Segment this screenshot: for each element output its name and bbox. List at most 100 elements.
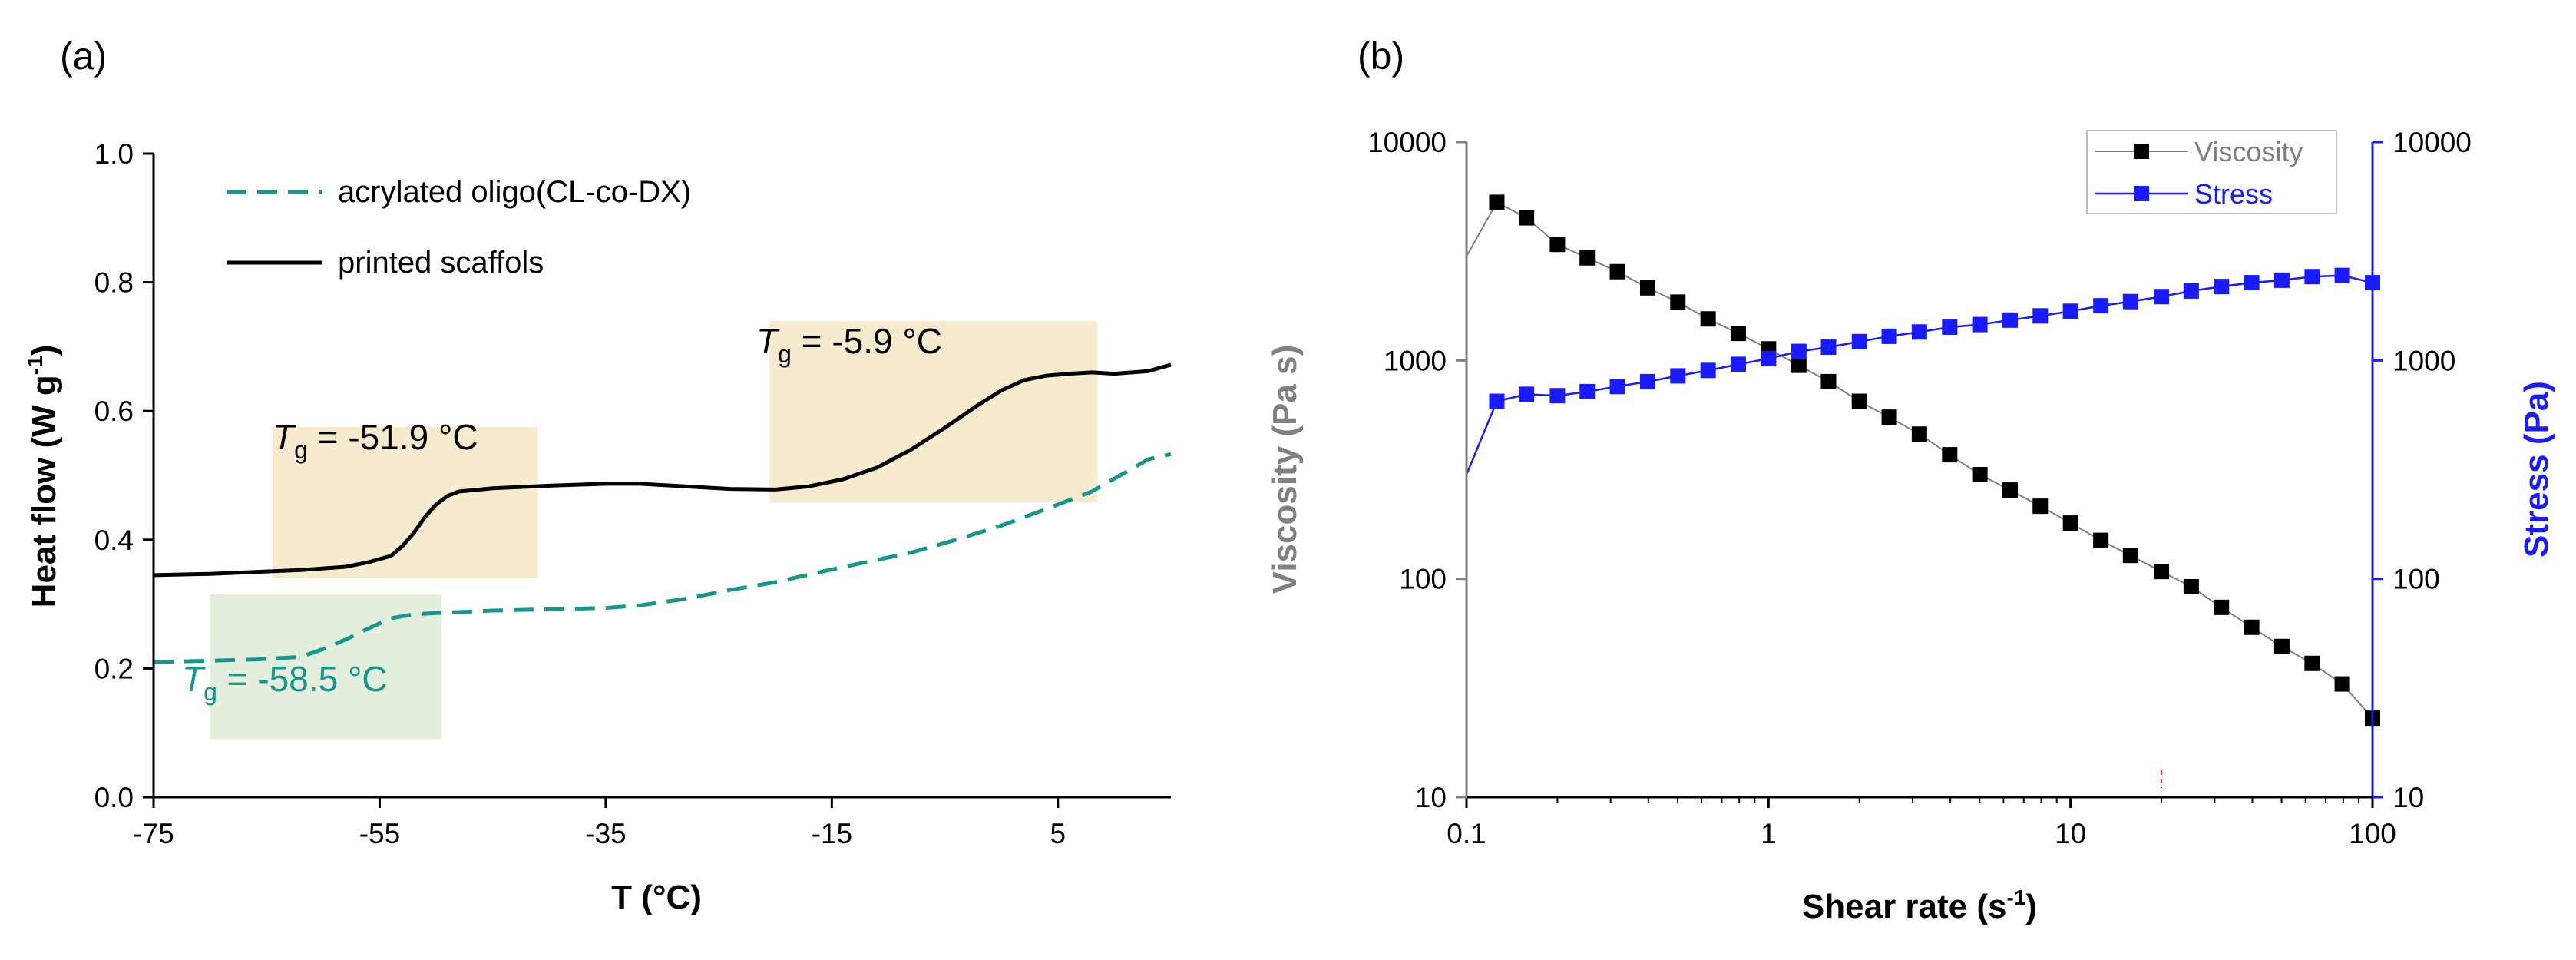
viscosity-point (1519, 210, 1535, 226)
b-x-tick-label: 100 (2349, 818, 2396, 849)
a-x-tick-label: -75 (133, 818, 174, 849)
tg-label-subscript: g (294, 436, 308, 464)
b-legend-label-stress: Stress (2194, 178, 2273, 210)
stress-point (1730, 356, 1746, 372)
tg-label-symbol: T (273, 417, 296, 457)
viscosity-point (2183, 578, 2199, 594)
b-legend-frame (2086, 130, 2337, 214)
a-y-title-sup: -1 (23, 356, 47, 375)
viscosity-point (1942, 447, 1958, 463)
a-legend-label-oligo: acrylated oligo(CL-co-DX) (338, 175, 691, 209)
a-y-title-main: Heat flow (W g (25, 375, 63, 607)
stress-point (2002, 312, 2019, 328)
stress-line (1465, 274, 2373, 475)
stress-point (1609, 379, 1625, 395)
a-x-axis-title: T (°C) (611, 879, 702, 916)
b-left-tick-label: 10 (1415, 782, 1447, 813)
a-y-tick-label: 0.8 (94, 267, 134, 299)
b-left-axis-title: Viscosity (Pa s) (1266, 345, 1304, 594)
stress-point (1761, 350, 1777, 366)
b-x-axis-title: Shear rate (s-1) (1802, 886, 2037, 925)
stress-point (1519, 386, 1535, 402)
a-y-tick-label: 0.2 (94, 653, 134, 684)
stress-point (1639, 373, 1655, 389)
b-legend-marker-stress (2134, 186, 2149, 201)
viscosity-point (2093, 532, 2109, 548)
viscosity-point (1730, 326, 1746, 342)
panel-a: (a) Tg = -51.9 °CTg = -5.9 °CTg = -58.5 … (23, 35, 1172, 916)
panel-b: (b) 0.1 1 10 100 10 100 1000 10000 10 100 1000 1000… (1266, 35, 2555, 925)
stress-point (1700, 362, 1716, 379)
b-right-tick-label: 10 (2392, 782, 2424, 813)
stress-point (2154, 289, 2170, 305)
b-ticks: 0.1 1 10 100 10 100 1000 10000 10 100 1000 10000 (1367, 127, 2472, 849)
viscosity-point (2122, 548, 2138, 564)
tg-box-0 (272, 427, 538, 579)
viscosity-point (1972, 467, 1988, 483)
a-legend-label-scaffold: printed scaffols (338, 246, 544, 280)
stress-point (2122, 293, 2138, 310)
tg-label-value: = -58.5 °C (217, 659, 388, 699)
viscosity-point (2334, 676, 2350, 692)
stress-point (1942, 319, 1958, 336)
viscosity-point (1639, 280, 1655, 296)
b-right-tick-label: 10000 (2392, 127, 2472, 158)
tg-label-symbol: T (182, 659, 206, 699)
viscosity-point (2032, 498, 2049, 515)
b-right-tick-label: 100 (2392, 564, 2440, 595)
stress-point (1579, 383, 1596, 399)
b-legend-label-viscosity: Viscosity (2194, 136, 2303, 167)
stress-point (1549, 388, 1566, 404)
stress-point (2032, 308, 2049, 324)
viscosity-line (1466, 201, 2373, 719)
stress-point (2093, 298, 2109, 314)
b-x-title-sup: -1 (2007, 886, 2026, 909)
a-legend: acrylated oligo(CL-co-DX) printed scaffo… (227, 175, 691, 280)
tg-label-value: = -51.9 °C (308, 417, 478, 457)
tg-label-value: = -5.9 °C (792, 321, 942, 361)
stress-point (1820, 339, 1837, 356)
tg-label-subscript: g (778, 340, 792, 368)
stress-point (1489, 393, 1505, 409)
viscosity-point (2154, 564, 2170, 580)
a-y-tick-label: 0.6 (94, 396, 134, 427)
stress-point (1881, 328, 1897, 344)
tg-label-2: Tg = -58.5 °C (182, 659, 388, 706)
a-x-tick-label: 5 (1050, 818, 1066, 849)
a-y-axis-title: Heat flow (W g-1) (23, 345, 63, 608)
viscosity-point (1609, 263, 1625, 280)
tg-label-0: Tg = -51.9 °C (273, 417, 478, 464)
stress-point (2273, 272, 2290, 288)
tg-label-1: Tg = -5.9 °C (756, 321, 942, 368)
viscosity-point (1579, 250, 1596, 266)
a-x-tick-label: -15 (812, 818, 852, 849)
a-y-tick-label: 0.0 (94, 782, 134, 813)
viscosity-point (1670, 294, 1686, 310)
b-left-tick-label: 1000 (1384, 345, 1447, 376)
stress-point (1972, 316, 1988, 333)
stress-point (1911, 324, 1927, 340)
b-x-tick-label: 0.1 (1447, 818, 1486, 849)
b-legend-marker-viscosity (2134, 144, 2149, 159)
viscosity-point (2214, 599, 2230, 615)
viscosity-point (2062, 515, 2078, 531)
tg-annotations: Tg = -51.9 °CTg = -5.9 °CTg = -58.5 °C (182, 321, 942, 706)
b-x-title-main: Shear rate (s (1802, 888, 2007, 925)
rheology-series (1465, 194, 2380, 727)
tg-box-1 (769, 320, 1098, 503)
b-legend: Viscosity Stress (2086, 130, 2337, 214)
stress-point (2062, 303, 2078, 319)
curve-oligo (153, 452, 1172, 664)
b-x-title-end: ) (2025, 888, 2037, 925)
panel-b-label: (b) (1357, 35, 1404, 78)
tg-highlight-boxes (210, 320, 1098, 740)
stress-point (2304, 269, 2320, 285)
curve-scaffold (153, 362, 1172, 578)
a-x-tick-label: -55 (359, 818, 400, 849)
a-ticks: -75 -55 -35 -15 5 0.0 0.2 0.4 0.6 0.8 1.0 (94, 138, 1066, 849)
a-y-title-end: ) (25, 345, 63, 356)
viscosity-point (1820, 373, 1837, 389)
viscosity-point (1791, 357, 1807, 373)
stress-point (2183, 283, 2199, 299)
